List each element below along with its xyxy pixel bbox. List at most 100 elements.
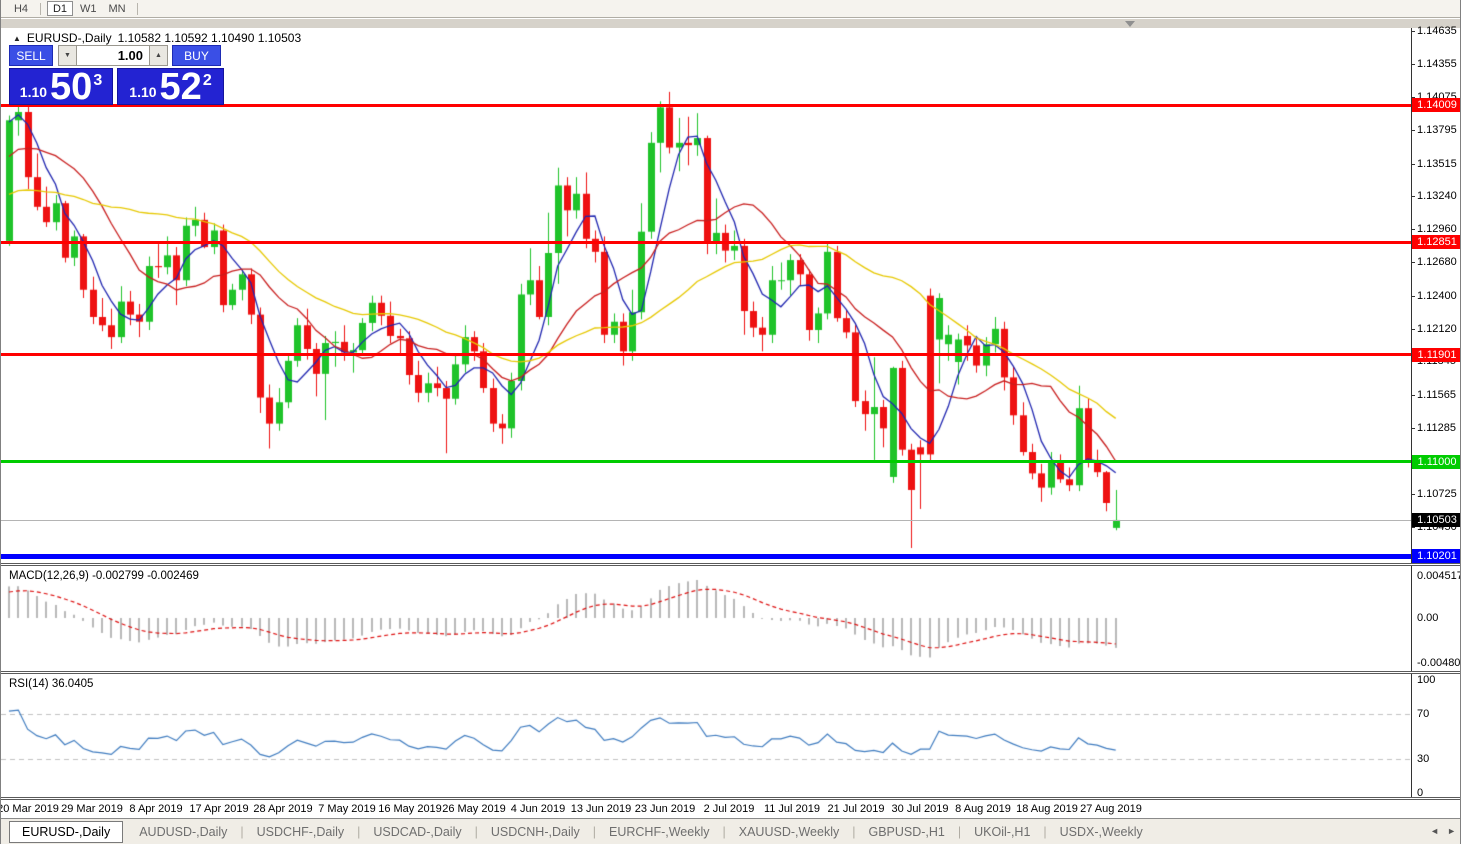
date-tick-label: 27 Aug 2019 <box>1080 803 1142 815</box>
timeframe-h4-button[interactable]: H4 <box>8 1 34 16</box>
chart-tab-usdcnh-daily[interactable]: USDCNH-,Daily <box>490 824 580 839</box>
ask-price-pip: 2 <box>202 72 212 89</box>
axis-tick-mark <box>1411 196 1415 198</box>
date-tick-label: 13 Jun 2019 <box>570 803 632 815</box>
date-tick-label: 28 Apr 2019 <box>253 803 313 815</box>
collapse-panel-icon[interactable]: ▲ <box>13 33 21 43</box>
rsi-axis-label: 30 <box>1417 753 1430 766</box>
axis-tick-mark <box>1411 361 1415 363</box>
timeframe-d1-button[interactable]: D1 <box>47 1 73 16</box>
chart-tab-xauusd-weekly[interactable]: XAUUSD-,Weekly <box>738 824 840 839</box>
axis-tick-mark <box>1411 30 1415 32</box>
rsi-label: RSI(14) 36.0405 <box>9 678 94 690</box>
chart-title: ▲ EURUSD-,Daily 1.10582 1.10592 1.10490 … <box>13 31 301 45</box>
price-tick-label: 1.11565 <box>1417 388 1456 401</box>
toolbar-separator <box>136 2 138 15</box>
chart-tab-eurusd-daily[interactable]: EURUSD-,Daily <box>9 820 124 843</box>
rsi-axis-label: 100 <box>1417 674 1436 686</box>
tab-separator: | <box>474 824 478 839</box>
date-tick-label: 20 Mar 2019 <box>0 803 59 815</box>
date-tick-label: 8 Apr 2019 <box>129 803 183 815</box>
tab-separator: | <box>957 824 962 839</box>
ask-price-prefix: 1.10 <box>129 84 157 100</box>
price-tick-label: 1.13515 <box>1417 157 1457 170</box>
price-level-badge: 1.12851 <box>1412 235 1460 250</box>
price-tick-label: 1.13795 <box>1417 124 1457 137</box>
chart-scroll-strip[interactable] <box>1 19 1460 28</box>
panel-separator[interactable] <box>1 563 1460 566</box>
tab-scroll-left-button[interactable]: ◄ <box>1430 826 1440 836</box>
axis-tick-mark <box>1411 328 1415 330</box>
price-tick-label: 1.13240 <box>1417 190 1457 203</box>
timeframe-toolbar: H4 D1 W1 MN <box>1 0 1460 18</box>
price-tick-label: 1.12120 <box>1417 322 1457 335</box>
volume-input[interactable] <box>77 45 149 66</box>
sell-button[interactable]: SELL <box>9 45 53 66</box>
date-tick-label: 4 Jun 2019 <box>510 803 566 815</box>
tab-separator: | <box>1043 824 1047 839</box>
bid-price-main: 50 <box>50 66 93 108</box>
tab-separator: | <box>592 824 597 839</box>
date-tick-label: 21 Jul 2019 <box>827 803 885 815</box>
bid-price-pip: 3 <box>93 72 103 89</box>
timeframe-mn-button[interactable]: MN <box>104 1 131 16</box>
axis-tick-mark <box>1411 163 1415 165</box>
tab-separator: | <box>357 824 361 839</box>
date-tick-label: 11 Jul 2019 <box>763 803 821 815</box>
price-level-badge: 1.10201 <box>1412 549 1460 564</box>
chart-tab-usdx-weekly[interactable]: USDX-,Weekly <box>1059 824 1143 839</box>
macd-indicator-canvas[interactable] <box>1 566 1411 671</box>
price-tick-label: 1.14355 <box>1417 58 1457 71</box>
date-tick-label: 30 Jul 2019 <box>891 803 949 815</box>
timeframe-w1-button[interactable]: W1 <box>75 1 102 16</box>
price-level-badge: 1.10503 <box>1412 513 1460 528</box>
macd-label: MACD(12,26,9) -0.002799 -0.002469 <box>9 570 199 582</box>
date-tick-label: 18 Aug 2019 <box>1016 803 1078 815</box>
chart-symbol-label: EURUSD-,Daily <box>26 31 112 45</box>
axis-tick-mark <box>1411 262 1415 264</box>
chart-tab-gbpusd-h1[interactable]: GBPUSD-,H1 <box>868 824 945 839</box>
rsi-axis-label: 70 <box>1417 707 1430 720</box>
price-level-badge: 1.11000 <box>1412 454 1460 469</box>
rsi-indicator-canvas[interactable] <box>1 674 1411 797</box>
price-tick-label: 1.12680 <box>1417 256 1457 269</box>
price-tick-label: 1.12400 <box>1417 289 1457 302</box>
chart-tab-bar: ◄ ► EURUSD-,Daily AUDUSD-,Daily | USDCHF-,D… <box>1 818 1460 844</box>
price-tick-label: 1.14635 <box>1417 24 1457 37</box>
date-tick-label: 8 Aug 2019 <box>955 803 1011 815</box>
chart-ohlc-label: 1.10582 1.10592 1.10490 1.10503 <box>117 31 302 45</box>
axis-tick-mark <box>1411 394 1415 396</box>
toolbar-separator <box>40 2 41 15</box>
axis-tick-mark <box>1411 427 1415 429</box>
date-tick-label: 16 May 2019 <box>378 803 442 815</box>
axis-tick-mark <box>1411 295 1415 297</box>
macd-axis-label: 0.00 <box>1417 612 1439 624</box>
buy-button[interactable]: BUY <box>172 45 221 66</box>
date-tick-label: 29 Mar 2019 <box>61 803 123 815</box>
chart-shift-marker-icon <box>1125 21 1135 27</box>
price-chart-canvas[interactable] <box>1 28 1411 563</box>
tab-separator: | <box>722 824 726 839</box>
tab-scroll-right-button[interactable]: ► <box>1447 826 1456 836</box>
bid-price-display[interactable]: 1.10 50 3 <box>9 66 113 108</box>
date-tick-label: 7 May 2019 <box>318 803 376 815</box>
volume-increase-button[interactable]: ▲ <box>149 45 168 66</box>
chart-tab-usdcad-daily[interactable]: USDCAD-,Daily <box>373 824 462 839</box>
chart-tab-eurchf-weekly[interactable]: EURCHF-,Weekly <box>609 824 710 839</box>
macd-axis-label: -0.004806 <box>1417 656 1461 669</box>
price-level-badge: 1.14009 <box>1412 98 1460 112</box>
chart-tab-usdchf-daily[interactable]: USDCHF-,Daily <box>256 824 345 839</box>
volume-decrease-button[interactable]: ▼ <box>58 45 77 66</box>
price-level-badge: 1.11901 <box>1412 347 1460 362</box>
price-tick-label: 1.10725 <box>1417 488 1457 501</box>
panel-separator[interactable] <box>1 671 1460 674</box>
ask-price-display[interactable]: 1.10 52 2 <box>117 68 224 106</box>
date-tick-label: 23 Jun 2019 <box>634 803 696 815</box>
axis-tick-mark <box>1411 130 1415 132</box>
panel-separator[interactable] <box>1 797 1460 800</box>
chart-tab-ukoil-h1[interactable]: UKOil-,H1 <box>974 824 1031 839</box>
chart-tab-audusd-daily[interactable]: AUDUSD-,Daily <box>139 824 228 839</box>
date-tick-label: 26 May 2019 <box>442 803 506 815</box>
macd-axis-label: 0.004517 <box>1417 570 1461 582</box>
axis-tick-mark <box>1411 97 1415 99</box>
